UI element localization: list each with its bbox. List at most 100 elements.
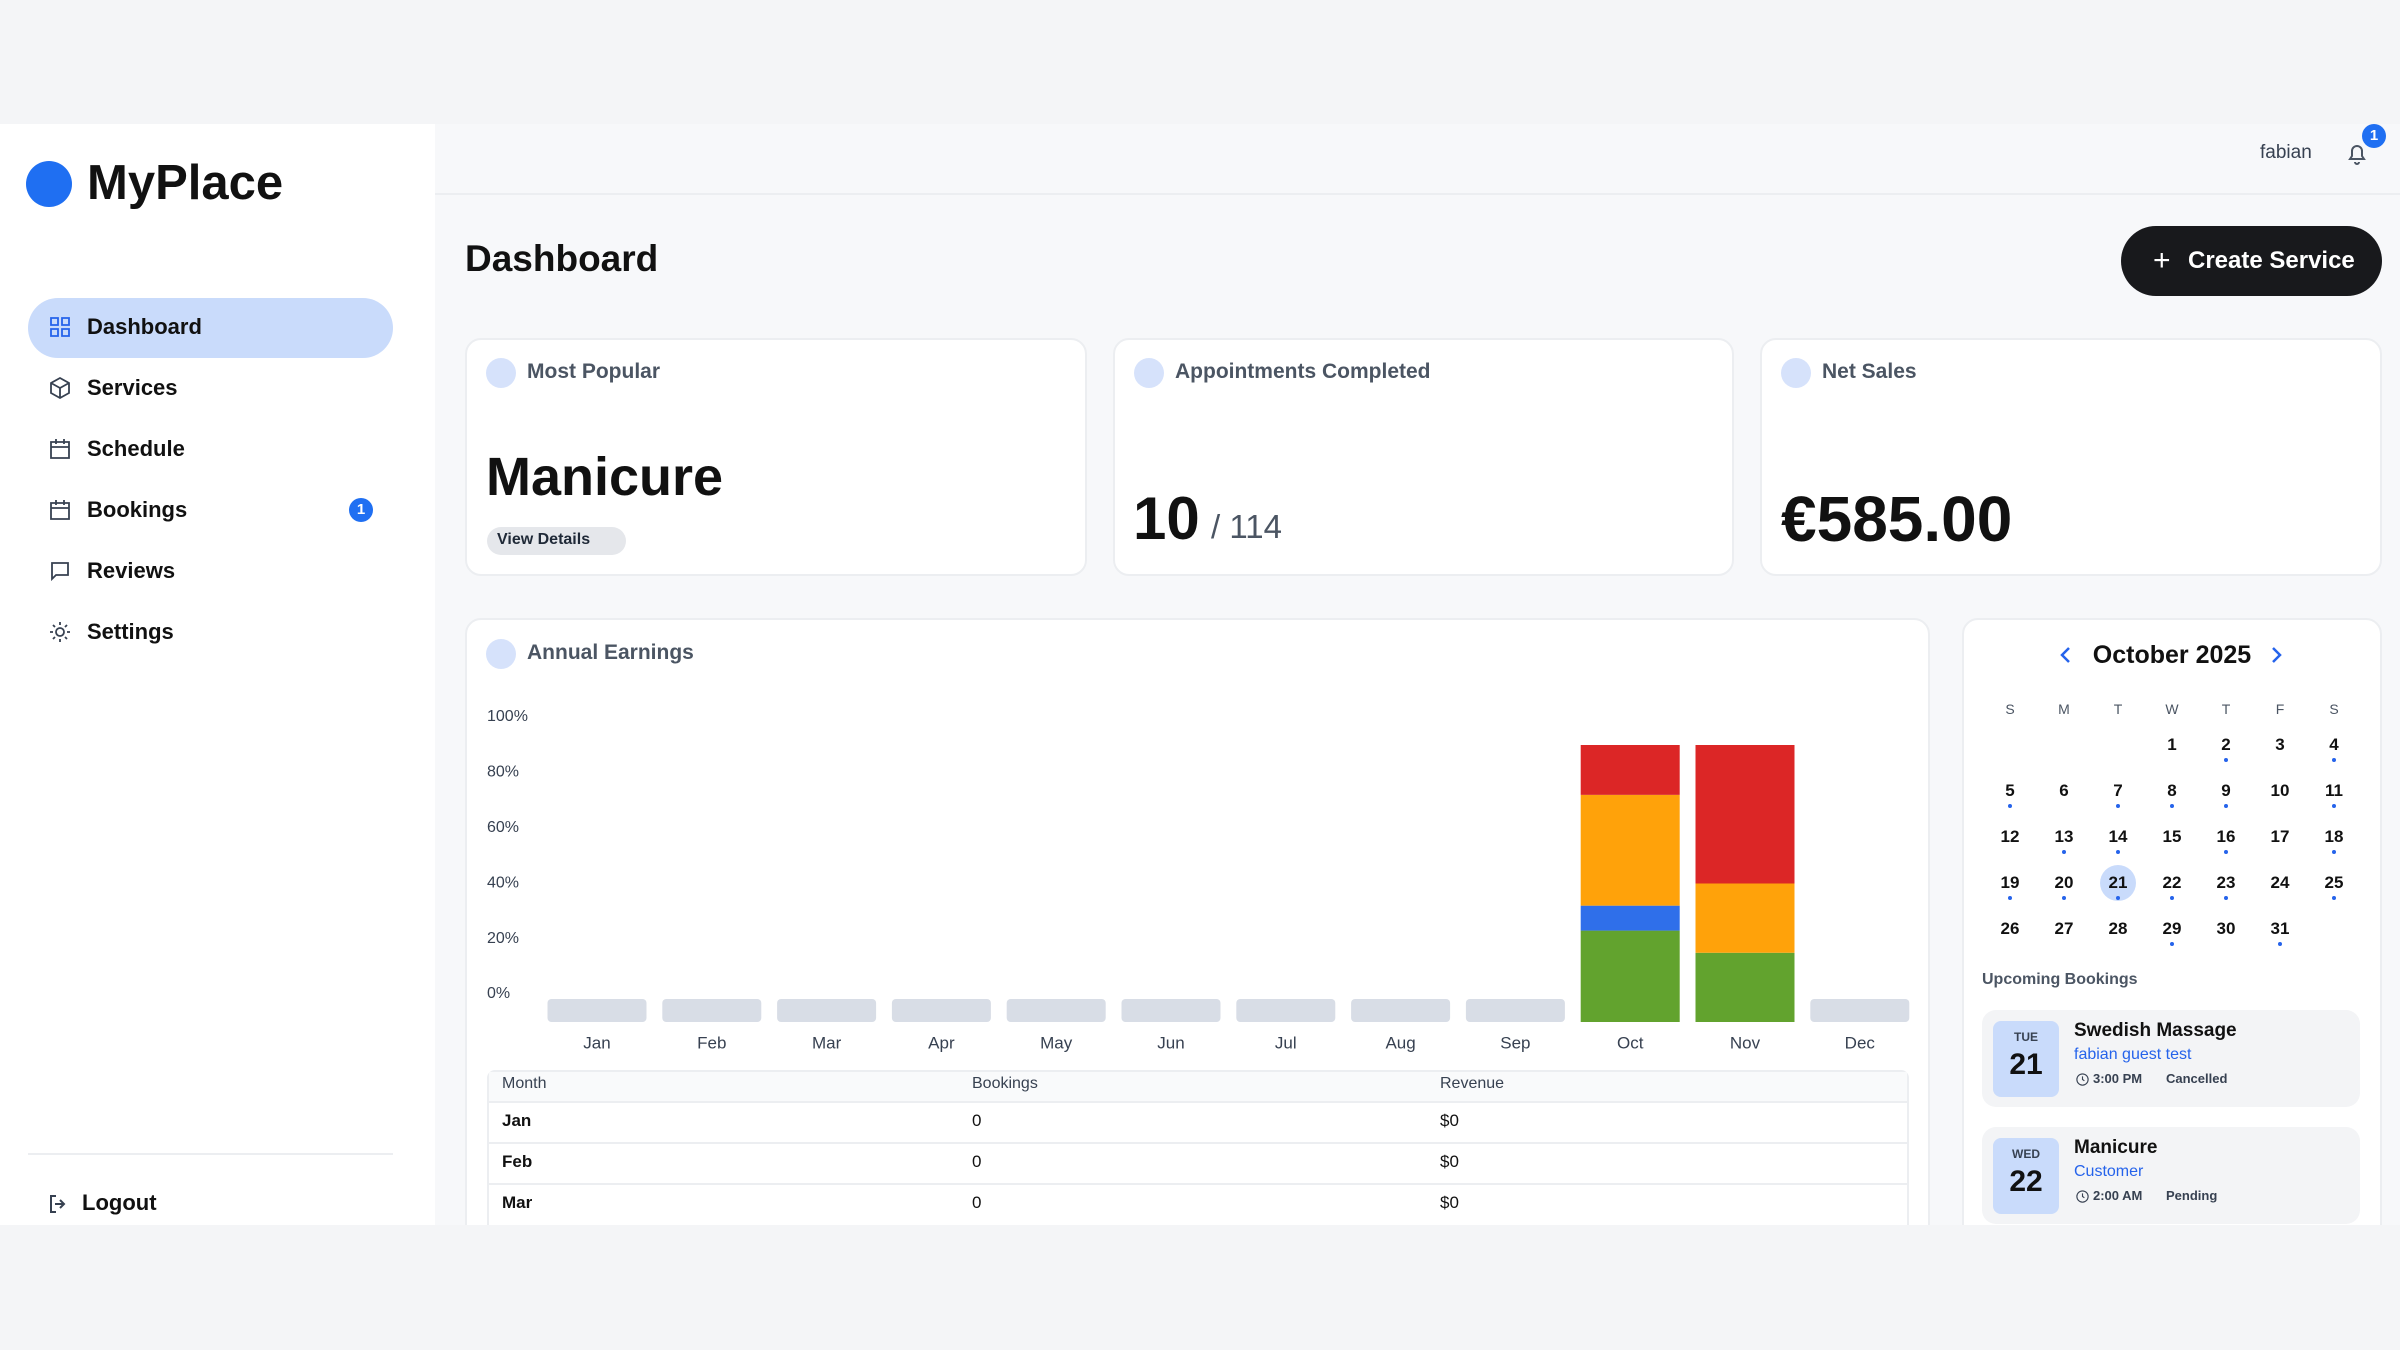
calendar-day[interactable]: 26 bbox=[2000, 919, 2020, 938]
nav-item[interactable]: Dashboard bbox=[87, 314, 202, 339]
calendar-day[interactable]: 23 bbox=[2216, 873, 2236, 892]
card-icon bbox=[1134, 358, 1164, 388]
booking-dot bbox=[2116, 804, 2120, 808]
sidebar bbox=[0, 124, 435, 1225]
calendar-day[interactable]: 9 bbox=[2221, 781, 2231, 800]
booking-dot bbox=[2332, 804, 2336, 808]
card-value: Manicure bbox=[486, 447, 724, 507]
table-header: Bookings bbox=[972, 1075, 1038, 1092]
x-tick-label: Feb bbox=[697, 1033, 726, 1052]
calendar-day[interactable]: 13 bbox=[2054, 827, 2074, 846]
bar-segment bbox=[1695, 952, 1795, 1022]
date-box bbox=[1993, 1138, 2059, 1214]
calendar-day[interactable]: 14 bbox=[2108, 827, 2128, 846]
booking-status: Cancelled bbox=[2166, 1071, 2228, 1086]
calendar-day[interactable]: 30 bbox=[2216, 919, 2236, 938]
weekday: S bbox=[2329, 701, 2339, 717]
link-pill[interactable] bbox=[487, 527, 626, 555]
calendar-day[interactable]: 25 bbox=[2324, 873, 2344, 892]
calendar-day[interactable]: 22 bbox=[2162, 873, 2182, 892]
card-title: Annual Earnings bbox=[527, 641, 694, 664]
x-tick-label: Sep bbox=[1500, 1033, 1530, 1052]
logout[interactable]: Logout bbox=[82, 1190, 157, 1215]
empty-bar bbox=[1121, 999, 1221, 1022]
plus: + bbox=[2153, 244, 2171, 277]
app: MyPlace Logout fabian 1 Dashboard + Crea… bbox=[0, 124, 2400, 1225]
calendar-day[interactable]: 21 bbox=[2108, 873, 2128, 892]
booking-dot bbox=[2170, 896, 2174, 900]
calendar-day[interactable]: 6 bbox=[2059, 781, 2069, 800]
prev-month[interactable] bbox=[2056, 643, 2076, 667]
booking-dot bbox=[2170, 942, 2174, 946]
calendar-day[interactable]: 19 bbox=[2000, 873, 2020, 892]
empty-bar bbox=[1006, 999, 1106, 1022]
table-cell: $0 bbox=[1440, 1193, 1459, 1212]
calendar-day[interactable]: 31 bbox=[2270, 919, 2290, 938]
weekday: M bbox=[2058, 701, 2070, 717]
calendar-day[interactable]: 15 bbox=[2162, 827, 2182, 846]
bell[interactable] bbox=[2346, 142, 2368, 166]
booking-time: 2:00 AM bbox=[2093, 1188, 2143, 1203]
create-label[interactable]: Create Service bbox=[2188, 247, 2355, 274]
month-title: October 2025 bbox=[2092, 641, 2252, 669]
bar-segment bbox=[1695, 883, 1795, 953]
table-cell: $0 bbox=[1440, 1152, 1459, 1171]
nav-item[interactable]: Schedule bbox=[87, 436, 185, 461]
calendar-day[interactable]: 5 bbox=[2005, 781, 2015, 800]
calendar-day[interactable]: 11 bbox=[2325, 781, 2343, 800]
x-tick-label: Mar bbox=[812, 1033, 842, 1052]
booking-status: Pending bbox=[2166, 1188, 2218, 1203]
booking-day: 21 bbox=[2009, 1048, 2043, 1081]
booking-dot bbox=[2224, 850, 2228, 854]
calendar-day[interactable]: 7 bbox=[2113, 781, 2123, 800]
card-value: 10 bbox=[1133, 485, 1200, 552]
booking-dot bbox=[2332, 758, 2336, 762]
booking-dot bbox=[2062, 850, 2066, 854]
booking-dot bbox=[2224, 758, 2228, 762]
bar-segment bbox=[1580, 905, 1680, 931]
calendar-day[interactable]: 18 bbox=[2324, 827, 2344, 846]
create-button[interactable] bbox=[2121, 226, 2382, 296]
view-details[interactable]: View Details bbox=[497, 531, 591, 548]
table-cell: Feb bbox=[502, 1152, 533, 1171]
y-tick-label: 20% bbox=[487, 930, 519, 947]
card-total: / 114 bbox=[1211, 508, 1282, 545]
calendar-day[interactable]: 2 bbox=[2221, 735, 2231, 754]
selected-day bbox=[2100, 865, 2136, 901]
table-header-bg bbox=[489, 1072, 1907, 1101]
calendar-day[interactable]: 29 bbox=[2162, 919, 2182, 938]
calendar-day[interactable]: 8 bbox=[2167, 781, 2177, 800]
card-value: €585.00 bbox=[1781, 483, 2013, 555]
calendar-day[interactable]: 12 bbox=[2000, 827, 2020, 846]
calendar-day[interactable]: 28 bbox=[2108, 919, 2128, 938]
calendar-day[interactable]: 20 bbox=[2054, 873, 2074, 892]
user-name[interactable]: fabian bbox=[2260, 142, 2312, 163]
calendar-day[interactable]: 16 bbox=[2216, 827, 2236, 846]
nav-item[interactable]: Reviews bbox=[87, 558, 176, 583]
card-title: Net Sales bbox=[1822, 360, 1917, 383]
calendar-day[interactable]: 1 bbox=[2167, 735, 2177, 754]
calendar-day[interactable]: 4 bbox=[2329, 735, 2339, 754]
booking-dot bbox=[2062, 896, 2066, 900]
calendar-day[interactable]: 3 bbox=[2275, 735, 2285, 754]
nav-item[interactable]: Bookings bbox=[87, 497, 188, 522]
table-cell: 0 bbox=[972, 1193, 982, 1212]
table-cell: $0 bbox=[1440, 1111, 1459, 1130]
nav-icon bbox=[50, 376, 70, 400]
table-cell: Jan bbox=[502, 1111, 532, 1130]
calendar-day[interactable]: 10 bbox=[2270, 781, 2290, 800]
weekday: W bbox=[2165, 701, 2179, 717]
empty-bar bbox=[1236, 999, 1336, 1022]
nav-item[interactable]: Settings bbox=[87, 619, 174, 644]
calendar-day[interactable]: 27 bbox=[2054, 919, 2074, 938]
nav-icon bbox=[50, 500, 70, 520]
calendar-day[interactable]: 17 bbox=[2270, 827, 2290, 846]
x-tick-label: Apr bbox=[928, 1033, 955, 1052]
booking-dot bbox=[2332, 850, 2336, 854]
calendar-day[interactable]: 24 bbox=[2270, 873, 2290, 892]
x-tick-label: Jun bbox=[1157, 1033, 1184, 1052]
nav-item[interactable]: Services bbox=[87, 375, 178, 400]
booking-dot bbox=[2224, 804, 2228, 808]
empty-bar bbox=[547, 999, 647, 1022]
next-month[interactable] bbox=[2266, 643, 2286, 667]
